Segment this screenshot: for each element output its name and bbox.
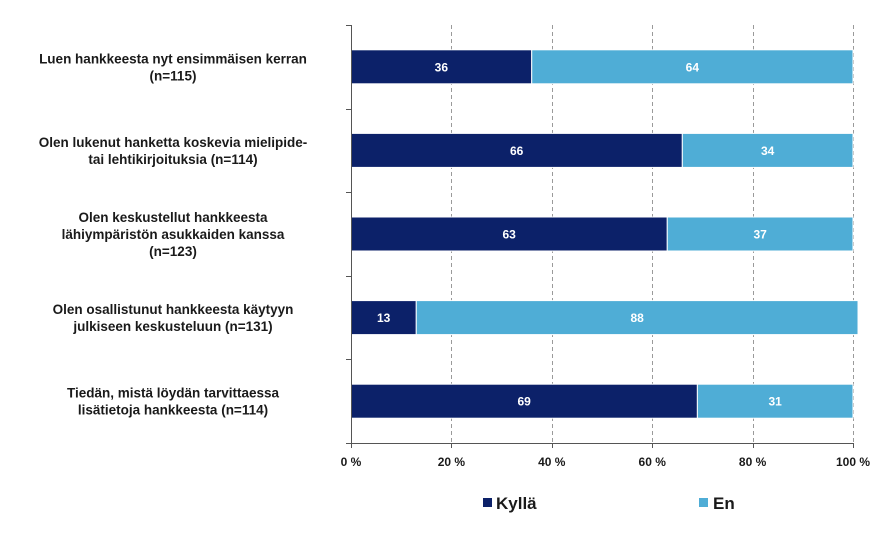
x-tick-label-100: 100 % <box>836 455 870 469</box>
legend-label-1: En <box>713 494 735 513</box>
category-label-line: Olen lukenut hanketta koskevia mielipide… <box>39 135 308 150</box>
category-label-2: Olen keskustellut hankkeesta lähiympärist… <box>62 210 285 259</box>
category-label-line: Tiedän, mistä löydän tarvittaessa <box>67 386 280 401</box>
data-label-0-4: 69 <box>518 395 532 409</box>
legend-swatch-0 <box>483 498 492 507</box>
data-label-0-0: 36 <box>435 60 449 74</box>
category-label-3: Olen osallistunut hankkeesta käytyyn julk… <box>53 302 294 334</box>
x-tick-label-40: 40 % <box>538 455 566 469</box>
axes <box>346 25 854 448</box>
x-tick-label-20: 20 % <box>438 455 466 469</box>
bar-en-4 <box>696 383 854 419</box>
x-tick-label-60: 60 % <box>639 455 667 469</box>
category-label-line: tai lehtikirjoituksia (n=114) <box>88 152 257 167</box>
x-tick-label-0: 0 % <box>341 455 362 469</box>
category-label-4: Tiedän, mistä löydän tarvittaessa lisätie… <box>67 386 280 418</box>
data-label-0-2: 63 <box>502 228 516 242</box>
category-label-0: Luen hankkeesta nyt ensimmäisen kerran (n… <box>39 51 307 83</box>
category-label-line: julkiseen keskusteluun (n=131) <box>72 319 272 334</box>
data-label-1-1: 34 <box>761 144 775 158</box>
category-label-line: (n=123) <box>149 244 197 259</box>
bar-kyll-3 <box>350 300 417 336</box>
category-label-line: lisätietoja hankkeesta (n=114) <box>78 403 268 418</box>
category-label-line: lähiympäristön asukkaiden kanssa <box>62 227 285 242</box>
bar-kyll-1 <box>350 132 683 168</box>
bar-kyll-2 <box>350 216 668 252</box>
data-label-1-3: 88 <box>630 311 644 325</box>
bar-en-1 <box>681 132 854 168</box>
data-label-0-1: 66 <box>510 144 524 158</box>
x-tick-label-80: 80 % <box>739 455 767 469</box>
legend: Kyllä En <box>483 494 735 513</box>
data-label-1-0: 64 <box>686 60 700 74</box>
data-label-1-4: 31 <box>769 395 783 409</box>
legend-label-0: Kyllä <box>496 494 537 513</box>
category-label-line: Luen hankkeesta nyt ensimmäisen kerran <box>39 51 307 66</box>
bars: 36 64 66 34 63 37 13 88 69 31 <box>350 49 859 419</box>
data-label-1-2: 37 <box>753 228 767 242</box>
category-label-line: (n=115) <box>150 68 197 83</box>
x-tick-labels: 0 % 20 % 40 % 60 % 80 % 100 % <box>341 455 871 469</box>
legend-swatch-1 <box>699 498 708 507</box>
category-label-1: Olen lukenut hanketta koskevia mielipide… <box>39 135 308 167</box>
category-labels: Luen hankkeesta nyt ensimmäisen kerran (n… <box>39 51 308 417</box>
bar-kyll-0 <box>350 49 533 85</box>
category-label-line: Olen osallistunut hankkeesta käytyyn <box>53 302 294 317</box>
bar-en-0 <box>531 49 854 85</box>
data-label-0-3: 13 <box>377 311 391 325</box>
bar-en-2 <box>666 216 854 252</box>
category-label-line: Olen keskustellut hankkeesta <box>78 210 268 225</box>
bar-en-3 <box>415 300 859 336</box>
